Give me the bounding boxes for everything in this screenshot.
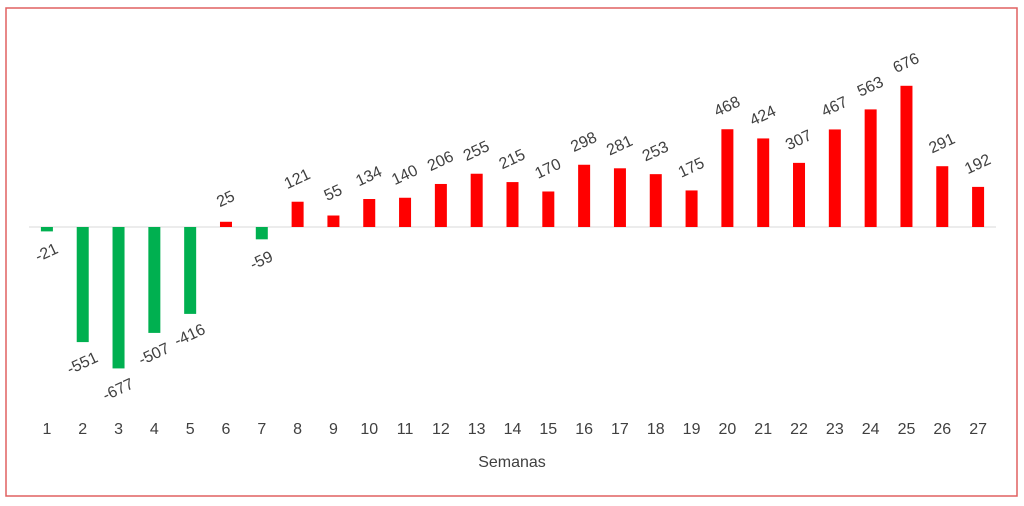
bar bbox=[828, 129, 841, 227]
x-tick-label: 11 bbox=[397, 421, 414, 438]
x-tick-label: 15 bbox=[539, 421, 557, 438]
chart-frame bbox=[5, 7, 1018, 497]
x-tick-label: 6 bbox=[222, 421, 231, 438]
bar bbox=[219, 221, 232, 227]
data-label: 25 bbox=[214, 188, 237, 211]
bar bbox=[721, 129, 734, 227]
x-tick-label: 8 bbox=[293, 421, 302, 438]
bar bbox=[112, 227, 125, 369]
bar bbox=[470, 173, 483, 227]
x-tick-label: 12 bbox=[432, 421, 450, 438]
bar bbox=[363, 199, 376, 227]
x-tick-label: 1 bbox=[42, 421, 51, 438]
data-label: 55 bbox=[322, 182, 345, 205]
bar bbox=[578, 164, 591, 227]
bar bbox=[900, 85, 913, 228]
bar bbox=[972, 186, 985, 227]
bar bbox=[148, 227, 161, 333]
bar bbox=[757, 138, 770, 227]
x-tick-label: 19 bbox=[683, 421, 701, 438]
bar bbox=[76, 227, 89, 343]
x-tick-label: 27 bbox=[969, 421, 987, 438]
x-tick-label: 7 bbox=[257, 421, 266, 438]
x-tick-label: 13 bbox=[468, 421, 486, 438]
bar bbox=[291, 201, 304, 227]
x-tick-label: 22 bbox=[790, 421, 808, 438]
bar bbox=[649, 174, 662, 227]
x-tick-label: 18 bbox=[647, 421, 665, 438]
x-tick-label: 24 bbox=[862, 421, 880, 438]
bar bbox=[506, 182, 519, 227]
x-tick-label: 20 bbox=[718, 421, 736, 438]
x-tick-label: 26 bbox=[933, 421, 951, 438]
x-tick-label: 17 bbox=[611, 421, 629, 438]
x-tick-label: 4 bbox=[150, 421, 159, 438]
x-axis-title: Semanas bbox=[478, 454, 546, 471]
x-tick-label: 10 bbox=[360, 421, 378, 438]
bar bbox=[793, 162, 806, 227]
bar bbox=[255, 227, 268, 240]
bar bbox=[936, 166, 949, 227]
bar bbox=[327, 215, 340, 227]
bar bbox=[613, 168, 626, 227]
x-tick-label: 25 bbox=[898, 421, 916, 438]
bar bbox=[40, 227, 53, 232]
x-tick-label: 2 bbox=[78, 421, 87, 438]
bar bbox=[864, 109, 877, 227]
x-tick-label: 14 bbox=[504, 421, 522, 438]
bar bbox=[184, 227, 197, 314]
x-tick-label: 5 bbox=[186, 421, 195, 438]
bar bbox=[434, 183, 447, 227]
bar bbox=[685, 190, 698, 227]
x-tick-label: 3 bbox=[114, 421, 123, 438]
bar bbox=[542, 191, 555, 227]
bar bbox=[399, 197, 412, 227]
x-tick-label: 9 bbox=[329, 421, 338, 438]
x-tick-label: 21 bbox=[754, 421, 772, 438]
x-tick-label: 23 bbox=[826, 421, 844, 438]
x-tick-label: 16 bbox=[575, 421, 593, 438]
